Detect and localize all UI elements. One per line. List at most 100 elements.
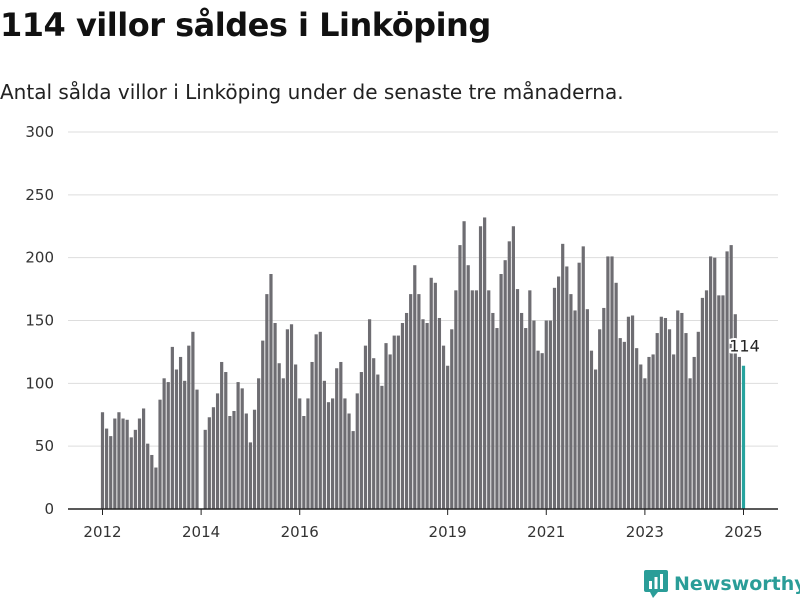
bar — [248, 442, 253, 509]
bar — [121, 418, 125, 509]
bar — [220, 361, 224, 509]
bar — [680, 312, 684, 509]
bar — [166, 382, 170, 509]
bar — [187, 345, 191, 509]
bar — [421, 319, 425, 509]
bar — [495, 328, 499, 509]
bar — [618, 338, 622, 509]
bars — [100, 217, 746, 510]
bar — [536, 350, 540, 509]
bar — [713, 257, 717, 509]
bar — [659, 316, 663, 509]
bar — [359, 372, 363, 509]
bar — [635, 348, 639, 509]
brand-name: Newsworthy — [674, 573, 800, 595]
y-tick-label: 50 — [35, 437, 54, 455]
bar — [561, 243, 565, 510]
bar — [384, 343, 388, 509]
bar — [470, 290, 474, 509]
bar — [105, 428, 109, 509]
bar — [174, 369, 179, 509]
bar — [511, 226, 515, 509]
bar — [688, 378, 692, 509]
bar — [667, 329, 672, 509]
bar — [409, 294, 413, 509]
bar — [721, 295, 725, 509]
bar — [647, 356, 651, 509]
bar — [429, 277, 433, 509]
bar — [322, 380, 326, 509]
newsworthy-brand[interactable]: Newsworthy — [644, 570, 800, 598]
bar — [178, 356, 183, 509]
bar — [347, 413, 351, 509]
bar — [639, 364, 643, 509]
bar — [363, 345, 368, 509]
bar — [528, 290, 532, 509]
bar — [294, 364, 298, 509]
x-tick-label: 2019 — [429, 523, 467, 541]
bar — [203, 429, 207, 509]
y-tick-label: 0 — [44, 500, 54, 518]
bar — [285, 329, 290, 509]
bar — [466, 265, 470, 509]
bar — [433, 282, 437, 509]
bar — [146, 443, 150, 509]
bar — [158, 399, 162, 509]
bar — [310, 361, 314, 509]
bar — [367, 319, 372, 509]
bar — [141, 408, 146, 509]
bar — [643, 378, 647, 509]
bar — [548, 320, 552, 509]
bar — [400, 323, 405, 509]
bar — [306, 398, 310, 509]
x-tick-label: 2016 — [281, 523, 319, 541]
bar — [692, 356, 696, 509]
bar — [717, 295, 721, 509]
bar — [351, 431, 355, 509]
bar — [100, 412, 105, 509]
bar — [335, 368, 339, 509]
bar — [569, 294, 573, 509]
bar — [458, 245, 462, 509]
bar — [236, 382, 240, 509]
bar — [556, 276, 561, 509]
chart-subtitle: Antal sålda villor i Linköping under de … — [0, 80, 624, 104]
bar — [117, 412, 121, 509]
bar — [183, 380, 187, 509]
x-tick-label: 2014 — [182, 523, 220, 541]
data-labels: 114 — [727, 335, 762, 358]
bar — [273, 323, 277, 509]
bar — [454, 290, 458, 509]
bar — [314, 334, 318, 509]
bar — [515, 289, 520, 509]
bar — [244, 413, 248, 509]
bar — [589, 350, 594, 509]
bar — [446, 365, 450, 509]
bar — [441, 345, 446, 509]
bar — [170, 346, 174, 509]
bar — [450, 329, 454, 509]
x-tick-label: 2021 — [527, 523, 565, 541]
bar — [577, 262, 581, 509]
bar — [532, 320, 536, 509]
bar — [606, 256, 610, 509]
newsworthy-logo-icon — [644, 570, 668, 598]
x-axis-ticks: 2012 2014 2016 2019 2021 2023 2025 — [83, 509, 763, 541]
y-tick-label: 150 — [25, 312, 54, 330]
bar — [524, 328, 528, 509]
bar — [289, 324, 294, 509]
bar — [413, 265, 417, 509]
bar — [133, 429, 137, 509]
bar — [343, 398, 347, 509]
bar — [478, 226, 483, 509]
bar — [302, 416, 306, 509]
bar — [257, 378, 261, 509]
y-tick-label: 100 — [25, 374, 54, 392]
bar — [269, 274, 273, 509]
bar — [281, 378, 285, 509]
bar — [663, 317, 668, 509]
bar — [622, 341, 626, 509]
bar — [733, 314, 737, 509]
bar — [696, 331, 700, 509]
bar — [709, 256, 713, 509]
